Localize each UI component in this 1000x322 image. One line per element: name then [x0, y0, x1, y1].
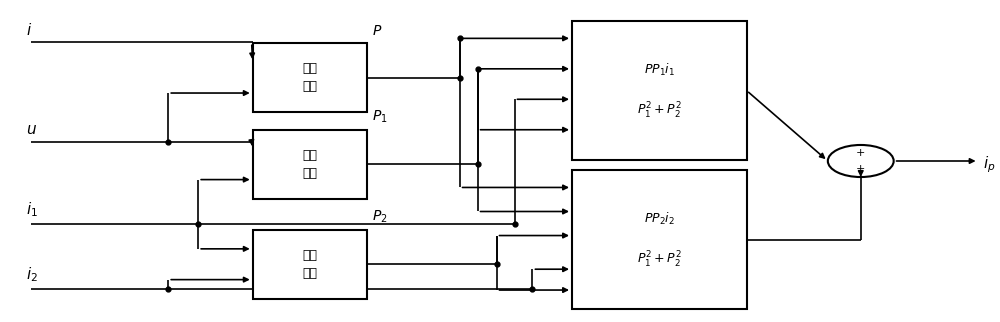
Text: 功率
积分: 功率 积分: [302, 249, 317, 280]
Bar: [253, 230, 367, 299]
Text: P: P: [372, 24, 381, 38]
Text: $i_p$: $i_p$: [983, 154, 996, 175]
Text: +: +: [856, 164, 865, 174]
Text: $i_1$: $i_1$: [26, 200, 38, 219]
Text: $P_1^2+P_2^2$: $P_1^2+P_2^2$: [637, 101, 682, 121]
Text: $i_2$: $i_2$: [26, 266, 38, 284]
Text: $u$: $u$: [26, 122, 37, 137]
Text: $i$: $i$: [26, 22, 32, 38]
Text: $PP_2i_2$: $PP_2i_2$: [644, 211, 675, 227]
Bar: [572, 21, 747, 160]
Bar: [253, 43, 367, 112]
Text: 功率
积分: 功率 积分: [302, 149, 317, 180]
Bar: [253, 130, 367, 199]
Text: $P_1^2+P_2^2$: $P_1^2+P_2^2$: [637, 250, 682, 270]
Text: $P_2$: $P_2$: [372, 209, 388, 225]
Text: +: +: [856, 148, 865, 158]
Ellipse shape: [828, 145, 894, 177]
Text: $PP_1i_1$: $PP_1i_1$: [644, 62, 675, 78]
Text: 功率
积分: 功率 积分: [302, 62, 317, 93]
Text: $P_1$: $P_1$: [372, 109, 388, 125]
Bar: [572, 170, 747, 309]
